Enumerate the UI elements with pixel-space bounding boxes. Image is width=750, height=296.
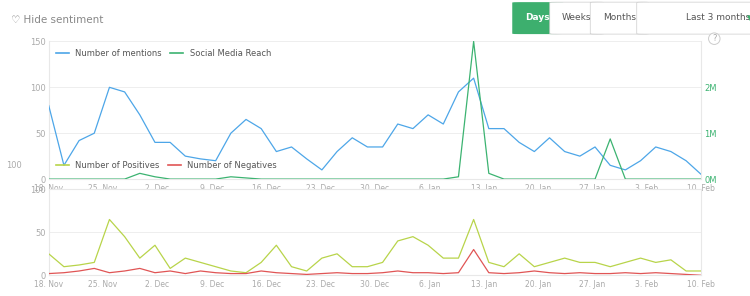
FancyBboxPatch shape: [590, 2, 649, 34]
Text: Days: Days: [526, 13, 550, 22]
Text: Weeks: Weeks: [562, 13, 592, 22]
FancyBboxPatch shape: [512, 2, 563, 34]
FancyBboxPatch shape: [637, 2, 750, 34]
Text: 100: 100: [6, 161, 22, 170]
Text: ♡ Hide sentiment: ♡ Hide sentiment: [11, 15, 104, 25]
Legend: Number of Positives, Number of Negatives: Number of Positives, Number of Negatives: [53, 157, 280, 173]
Text: Last 3 months: Last 3 months: [686, 13, 750, 22]
FancyBboxPatch shape: [550, 2, 604, 34]
Text: Months: Months: [603, 13, 636, 22]
Text: ?: ?: [712, 34, 716, 43]
Text: ▼: ▼: [746, 15, 750, 21]
Legend: Number of mentions, Social Media Reach: Number of mentions, Social Media Reach: [53, 46, 274, 61]
